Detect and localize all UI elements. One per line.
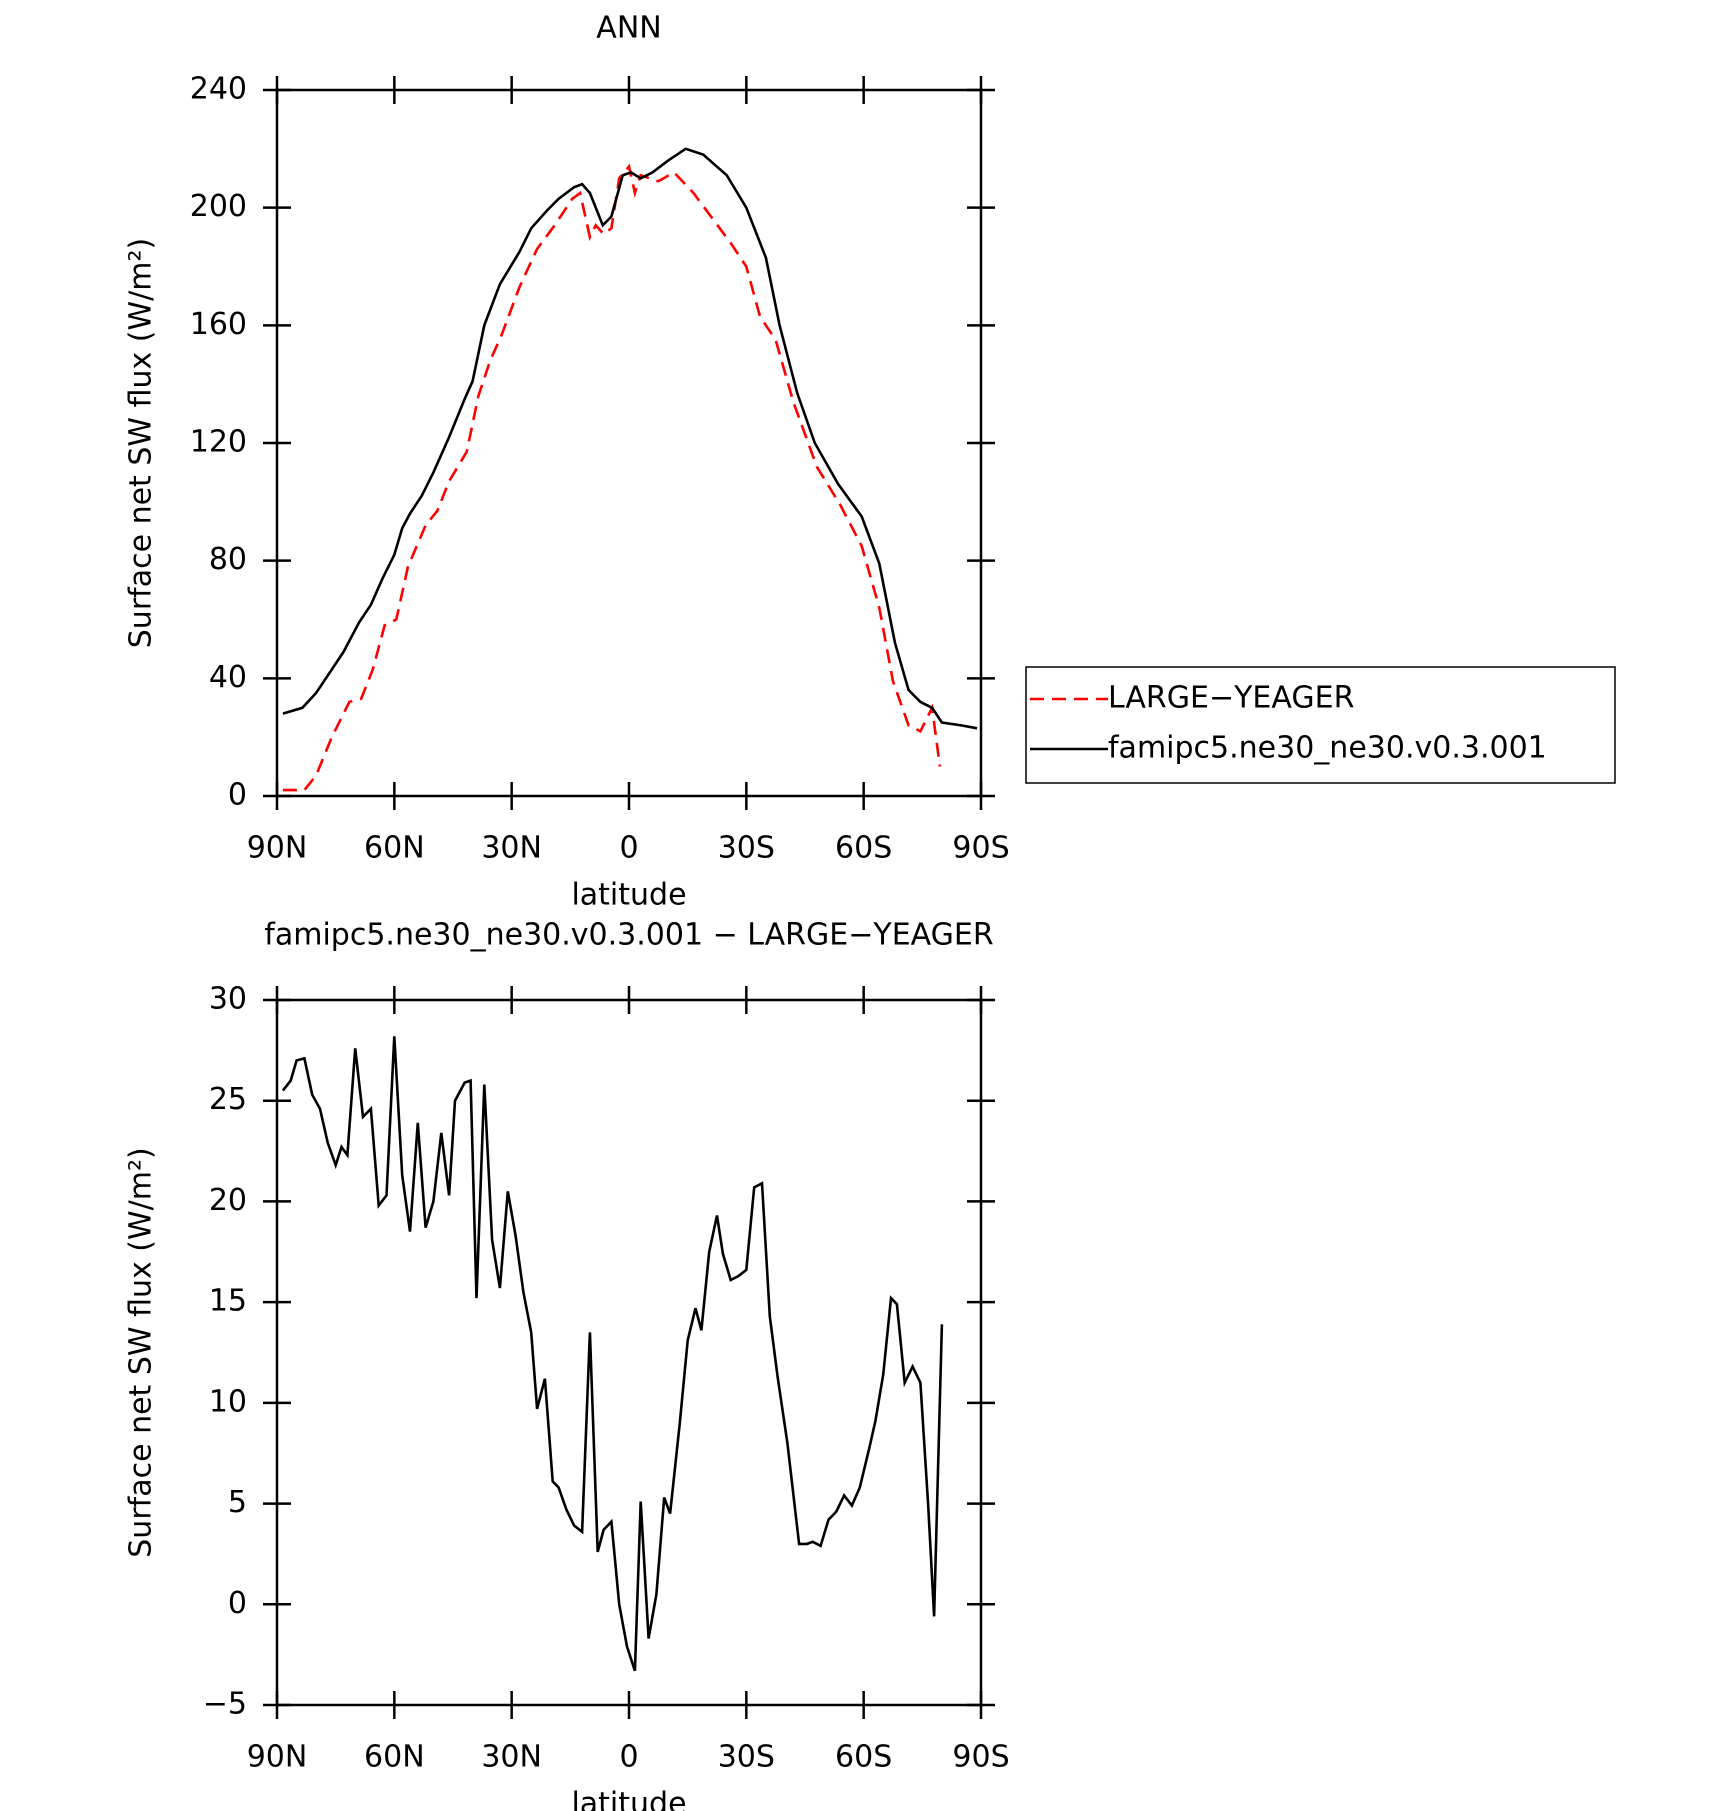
plot-frame — [275, 998, 983, 1707]
x-tick-label: 60N — [364, 1740, 425, 1775]
y-tick-label: 0 — [228, 778, 247, 813]
x-tick-label: 30N — [481, 831, 542, 866]
x-tick-label: 0 — [619, 831, 638, 866]
y-tick-label: 25 — [209, 1082, 247, 1117]
x-tick-label: 60S — [835, 831, 892, 866]
x-axis-label: latitude — [571, 878, 686, 913]
y-axis-label: Surface net SW flux (W/m²) — [124, 1147, 159, 1557]
x-tick-label: 90S — [952, 831, 1009, 866]
y-tick-label: −5 — [203, 1687, 247, 1722]
x-tick-label: 90N — [247, 1740, 308, 1775]
y-tick-label: 200 — [190, 189, 247, 224]
data-line — [282, 147, 978, 730]
legend-box — [1025, 666, 1616, 784]
y-tick-label: 240 — [190, 72, 247, 107]
x-tick-label: 30S — [718, 831, 775, 866]
x-axis-label: latitude — [571, 1787, 686, 1811]
y-tick-label: 5 — [228, 1485, 247, 1520]
chart-title: famipc5.ne30_ne30.v0.3.001 − LARGE−YEAGE… — [264, 918, 993, 953]
x-tick-label: 60N — [364, 831, 425, 866]
y-tick-label: 30 — [209, 982, 247, 1017]
y-tick-label: 10 — [209, 1384, 247, 1419]
data-line — [282, 163, 942, 792]
x-tick-label: 0 — [619, 1740, 638, 1775]
legend-label: famipc5.ne30_ne30.v0.3.001 — [1108, 731, 1547, 766]
y-tick-label: 40 — [209, 660, 247, 695]
y-tick-label: 0 — [228, 1586, 247, 1621]
legend-label: LARGE−YEAGER — [1108, 681, 1354, 716]
x-tick-label: 60S — [835, 1740, 892, 1775]
data-line — [281, 1036, 944, 1672]
y-tick-label: 80 — [209, 542, 247, 577]
x-tick-label: 90S — [952, 1740, 1009, 1775]
y-tick-label: 15 — [209, 1284, 247, 1319]
y-tick-label: 20 — [209, 1183, 247, 1218]
x-tick-label: 30N — [481, 1740, 542, 1775]
plot-frame — [275, 88, 983, 798]
x-tick-label: 90N — [247, 831, 308, 866]
y-tick-label: 120 — [190, 425, 247, 460]
y-axis-label: Surface net SW flux (W/m²) — [124, 238, 159, 648]
y-tick-label: 160 — [190, 307, 247, 342]
chart-title: ANN — [596, 11, 661, 46]
x-tick-label: 30S — [718, 1740, 775, 1775]
